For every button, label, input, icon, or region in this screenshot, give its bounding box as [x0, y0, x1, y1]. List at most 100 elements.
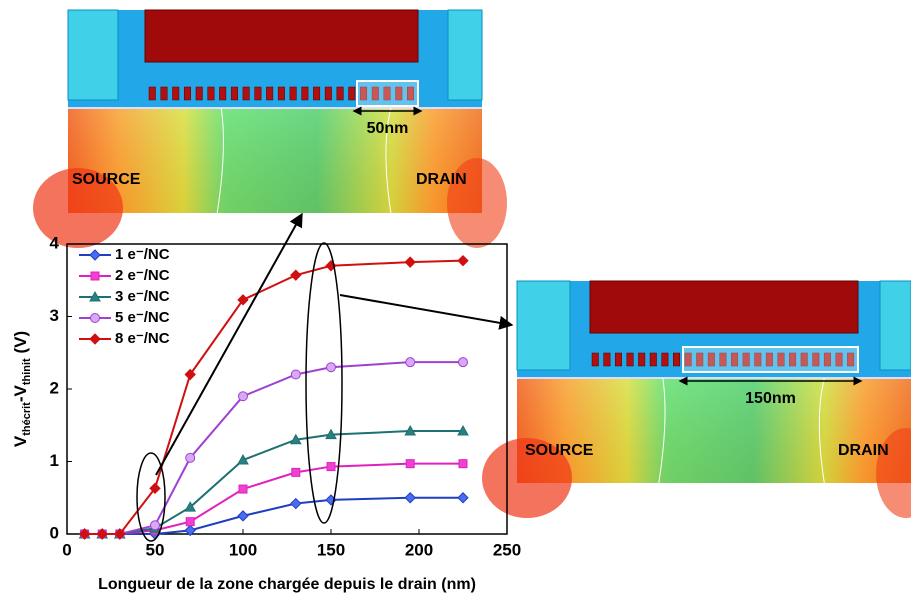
marker — [149, 482, 161, 495]
marker — [237, 454, 249, 465]
nanocrystal — [289, 86, 297, 101]
junction — [818, 377, 825, 484]
marker — [404, 425, 417, 436]
marker — [237, 294, 249, 306]
x-tick-label: 250 — [493, 540, 521, 559]
drain-label: DRAIN — [416, 171, 467, 188]
spacer — [67, 9, 119, 101]
marker — [184, 524, 196, 537]
x-tick-label: 100 — [229, 540, 257, 559]
nanocrystal — [395, 86, 403, 101]
legend-label: 8 e⁻/NC — [115, 330, 170, 347]
y-axis-label-part: -V — [11, 384, 30, 402]
nanocrystal — [731, 352, 739, 367]
marker — [114, 528, 126, 540]
marker — [89, 290, 101, 302]
nanocrystal — [266, 86, 274, 101]
nanocrystal — [301, 86, 309, 101]
marker — [150, 520, 160, 531]
nanocrystal — [148, 86, 156, 101]
marker — [458, 459, 468, 469]
nanocrystal — [719, 352, 727, 367]
hot-spot — [447, 158, 507, 248]
marker — [238, 391, 248, 402]
legend-label: 2 e⁻/NC — [115, 267, 170, 284]
y-tick-label: 0 — [50, 523, 59, 542]
marker — [184, 501, 197, 512]
spacer — [879, 280, 911, 371]
marker — [78, 528, 91, 540]
nanocrystal — [160, 86, 168, 101]
marker — [237, 510, 249, 522]
nanocrystal — [360, 86, 368, 101]
arrow — [339, 294, 514, 330]
nanocrystal — [324, 86, 332, 101]
nanocrystal — [242, 86, 250, 101]
nanocrystal — [789, 352, 797, 367]
substrate-shade — [517, 379, 911, 483]
source-label: SOURCE — [525, 442, 594, 459]
gate — [144, 9, 419, 63]
nanocrystal — [603, 352, 611, 367]
drain-label: DRAIN — [838, 442, 889, 459]
series-line — [84, 259, 464, 535]
substrate-shade — [68, 109, 482, 213]
y-axis-label-part: thécrit — [21, 402, 33, 436]
marker — [185, 517, 195, 527]
junction — [658, 377, 666, 484]
device-image: 50nm SOURCE DRAIN — [33, 9, 507, 248]
junction — [216, 107, 224, 214]
ellipse — [136, 452, 166, 542]
y-axis-label-part: V — [11, 435, 30, 447]
x-tick-label: 200 — [405, 540, 433, 559]
y-tick-label: 4 — [50, 233, 60, 252]
charged-zone — [682, 346, 859, 373]
nanocrystal — [800, 352, 808, 367]
nanocrystal — [313, 86, 321, 101]
nanocrystal — [638, 352, 646, 367]
marker — [96, 528, 108, 540]
marker — [457, 492, 469, 504]
nanocrystal — [754, 352, 762, 367]
dimension-label: 50nm — [367, 120, 409, 137]
marker — [290, 269, 302, 281]
nanocrystal — [742, 352, 750, 367]
nanocrystal — [172, 86, 180, 101]
marker — [404, 256, 416, 268]
arrow — [155, 212, 303, 476]
marker — [291, 467, 301, 477]
marker — [457, 425, 469, 436]
nanocrystal — [183, 86, 191, 101]
nanocrystal — [195, 86, 203, 101]
nanocrystal — [207, 86, 215, 101]
marker — [89, 333, 101, 345]
series-line — [84, 430, 463, 535]
device-image: 150nm SOURCE DRAIN — [482, 280, 911, 518]
plot: 0 50 100 150 200 250 0 1 2 3 4 Longueur de la zone … — [11, 233, 521, 593]
nanocrystal — [835, 352, 843, 367]
y-tick-label: 1 — [50, 451, 59, 470]
nanocrystal — [407, 86, 415, 101]
y-axis-label-part: (V) — [11, 331, 30, 358]
nanocrystal — [383, 86, 391, 101]
spacer — [447, 9, 483, 101]
marker — [457, 254, 469, 267]
nanocrystal — [348, 86, 356, 101]
legend-label: 5 e⁻/NC — [115, 309, 170, 326]
marker — [405, 357, 416, 368]
ellipse — [305, 242, 343, 524]
marker — [290, 369, 301, 380]
nanocrystal — [336, 86, 344, 101]
marker — [404, 492, 416, 504]
y-axis-label-part: thinit — [21, 358, 33, 385]
hot-spot — [876, 428, 911, 518]
y-tick-label: 3 — [50, 306, 59, 325]
marker — [90, 271, 100, 281]
charged-zone — [356, 80, 419, 107]
gate — [589, 280, 859, 334]
marker — [90, 313, 100, 323]
hot-spot — [482, 438, 572, 518]
legend-label: 3 e⁻/NC — [115, 288, 170, 305]
